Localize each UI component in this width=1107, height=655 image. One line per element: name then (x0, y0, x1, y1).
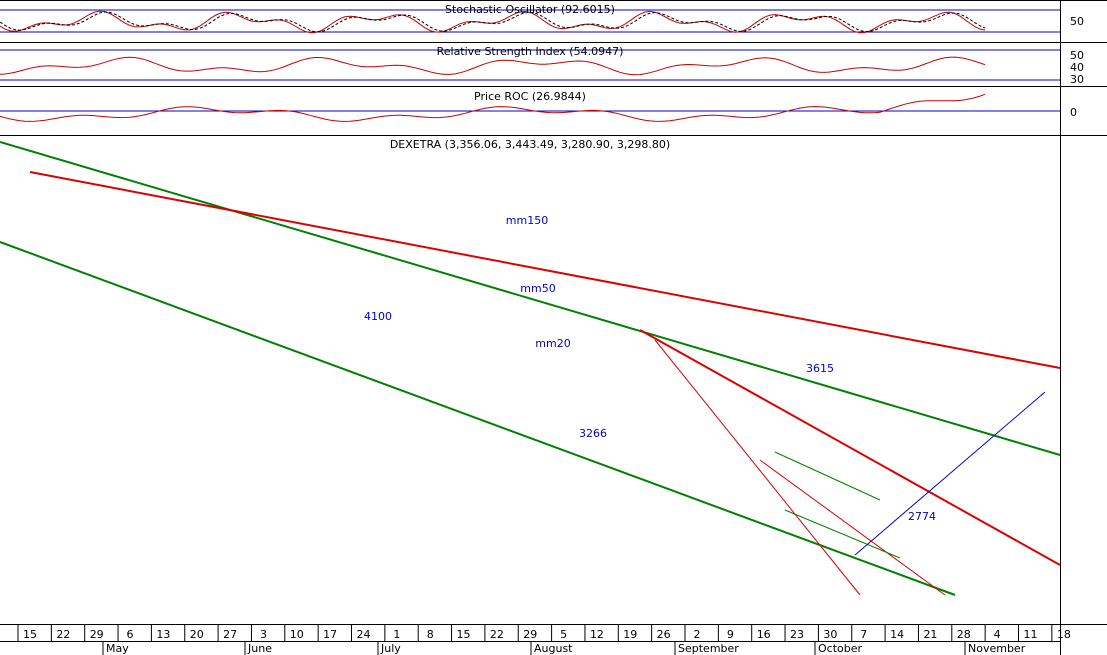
trend-red-thin-a (654, 339, 861, 596)
x-tick-label: 22 (490, 628, 504, 641)
stochastic-title: Stochastic Oscillator (92.6015) (445, 3, 615, 16)
x-tick-label: 28 (957, 628, 971, 641)
x-month-label: June (247, 642, 272, 655)
x-axis: 15 22 29 6 13 20 27 3 10 17 24 1 8 15 22 29 5 12 19 26 2 9 16 2… (0, 625, 1071, 655)
trend-green-lower (0, 241, 956, 596)
x-tick-label: 11 (1024, 628, 1038, 641)
rsi-title: Relative Strength Index (54.0947) (437, 45, 624, 58)
x-tick-label: 20 (190, 628, 204, 641)
x-tick-label: 5 (560, 628, 567, 641)
x-tick-label: 21 (923, 628, 937, 641)
trend-red-medium (639, 329, 1061, 566)
trend-green-small-b (784, 509, 901, 559)
x-tick-label: 6 (127, 628, 134, 641)
x-tick-label: 22 (56, 628, 70, 641)
ma-label-mm50: mm50 (520, 282, 555, 295)
x-tick-label: 2 (694, 628, 701, 641)
ma-label-mm150: mm150 (506, 214, 548, 227)
x-tick-label: 1 (393, 628, 400, 641)
x-tick-label: 9 (727, 628, 734, 641)
x-tick-label: 13 (156, 628, 170, 641)
rsi-panel: Relative Strength Index (54.0947) 50 40 … (0, 45, 1084, 86)
roc-tick-0: 0 (1070, 106, 1077, 119)
rsi-tick-40: 40 (1070, 61, 1084, 74)
x-tick-label: 15 (23, 628, 37, 641)
stochastic-d-line (0, 11, 986, 33)
stochastic-k-line (0, 10, 986, 34)
x-month-label: July (380, 642, 401, 655)
stochastic-panel: Stochastic Oscillator (92.6015) 50 (0, 3, 1084, 34)
x-tick-label: 18 (1057, 628, 1071, 641)
trend-blue-up (854, 391, 1046, 556)
x-tick-label: 29 (90, 628, 104, 641)
x-month-label: May (106, 642, 129, 655)
x-tick-label: 3 (260, 628, 267, 641)
x-tick-label: 16 (757, 628, 771, 641)
x-tick-label: 15 (457, 628, 471, 641)
x-tick-label: 4 (994, 628, 1001, 641)
main-title: DEXETRA (3,356.06, 3,443.49, 3,280.90, 3… (390, 138, 670, 151)
price-panel: DEXETRA (3,356.06, 3,443.49, 3,280.90, 3… (0, 138, 1061, 596)
x-tick-label: 8 (427, 628, 434, 641)
x-tick-label: 12 (590, 628, 604, 641)
x-tick-label: 30 (823, 628, 837, 641)
rsi-tick-30: 30 (1070, 73, 1084, 86)
x-month-label: September (678, 642, 739, 655)
trend-red-thin-b (759, 459, 946, 596)
annotation-2774: 2774 (908, 510, 936, 523)
x-tick-label: 24 (357, 628, 371, 641)
x-tick-label: 14 (890, 628, 904, 641)
x-tick-label: 7 (860, 628, 867, 641)
x-month-label: August (534, 642, 573, 655)
annotation-3266: 3266 (579, 427, 607, 440)
rsi-line (0, 56, 986, 76)
x-month-label: October (818, 642, 862, 655)
x-tick-label: 10 (290, 628, 304, 641)
trend-green-upper (0, 141, 1061, 456)
rsi-tick-50: 50 (1070, 49, 1084, 62)
annotation-4100: 4100 (364, 310, 392, 323)
x-month-label: November (968, 642, 1026, 655)
x-tick-label: 23 (790, 628, 804, 641)
roc-panel: Price ROC (26.9844) 0 (0, 90, 1077, 122)
x-tick-label: 19 (623, 628, 637, 641)
trend-green-small-a (774, 451, 881, 501)
x-tick-label: 26 (657, 628, 671, 641)
annotation-3615: 3615 (806, 362, 834, 375)
trend-red-long (29, 171, 1061, 369)
x-tick-label: 27 (223, 628, 237, 641)
stochastic-tick: 50 (1070, 15, 1084, 28)
x-tick-label: 29 (523, 628, 537, 641)
roc-line (0, 93, 986, 122)
x-tick-label: 17 (323, 628, 337, 641)
roc-title: Price ROC (26.9844) (474, 90, 586, 103)
ma-label-mm20: mm20 (535, 337, 570, 350)
